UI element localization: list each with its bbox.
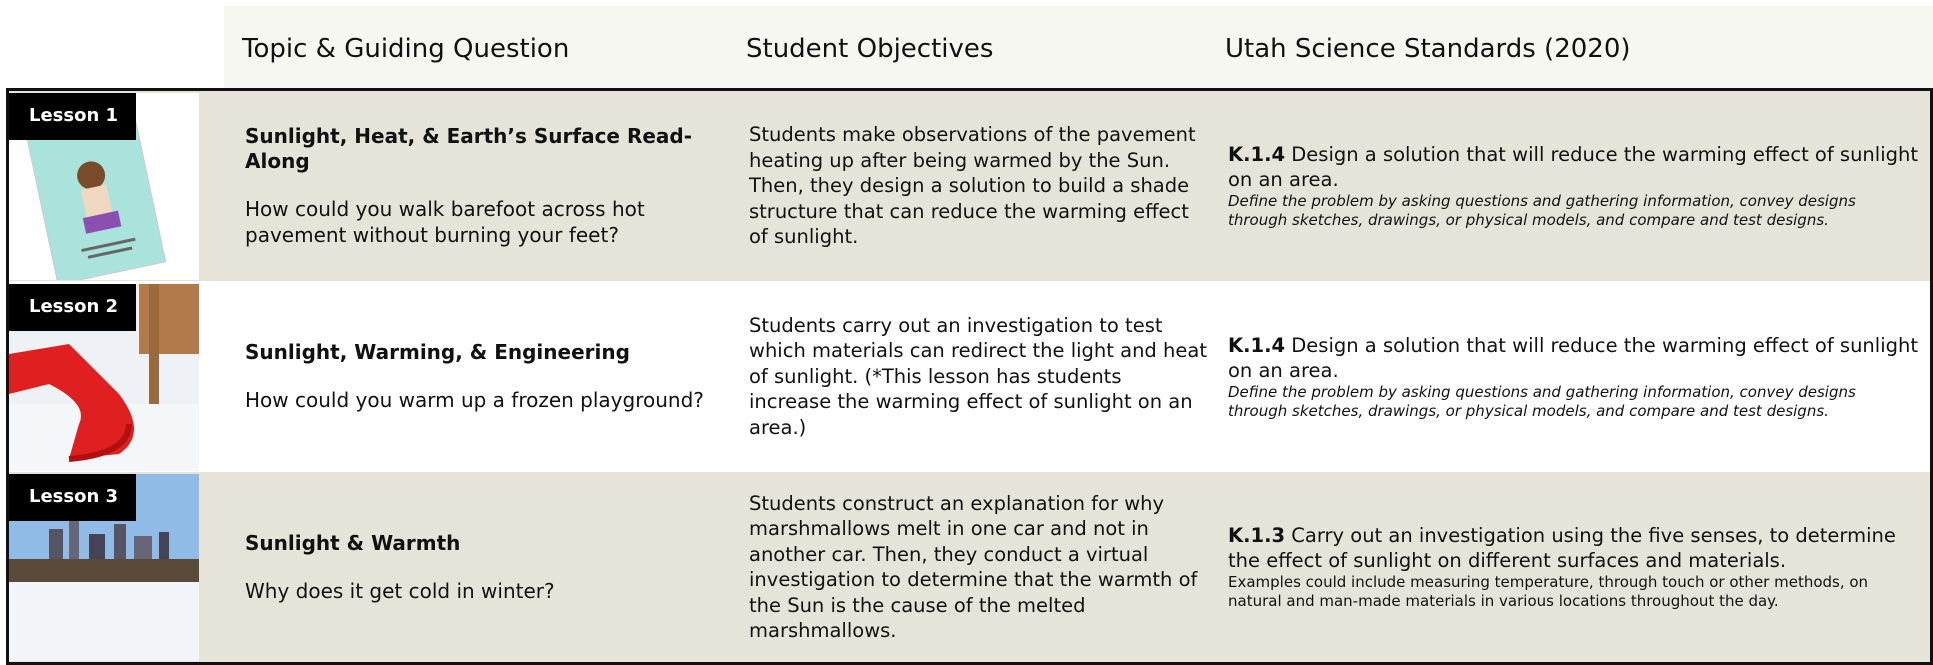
guiding-question: How could you warm up a frozen playgroun… [245, 387, 725, 413]
objective-cell: Students construct an explanation for wh… [749, 472, 1209, 662]
lesson-image: Lesson 3 [9, 474, 199, 661]
column-header: Utah Science Standards (2020) [1225, 34, 1631, 64]
topic-cell: Sunlight, Heat, & Earth’s Surface Read-A… [245, 91, 725, 281]
objective-text: Students carry out an investigation to t… [749, 313, 1209, 441]
lesson-image: Lesson 1 [9, 93, 199, 280]
column-header: Topic & Guiding Question [242, 34, 569, 64]
lesson-row: Lesson 2 Sunlight, Warming, & Engineering… [9, 282, 1930, 472]
standard-note: Examples could include measuring tempera… [1228, 573, 1918, 611]
standard-cell: K.1.3 Carry out an investigation using t… [1228, 472, 1918, 662]
lesson-table: Lesson 1 Sunlight, Heat, & Earth’s Surfac… [6, 88, 1933, 665]
column-header: Student Objectives [746, 34, 993, 64]
topic-title: Sunlight, Heat, & Earth’s Surface Read-A… [245, 124, 725, 174]
page: Topic & Guiding Question Student Objecti… [0, 0, 1933, 665]
topic-title: Sunlight & Warmth [245, 531, 725, 556]
standard-line: K.1.4 Design a solution that will reduce… [1228, 333, 1918, 383]
topic-cell: Sunlight, Warming, & Engineering How coul… [245, 282, 725, 472]
standard-line: K.1.3 Carry out an investigation using t… [1228, 523, 1918, 573]
standard-line: K.1.4 Design a solution that will reduce… [1228, 142, 1918, 192]
topic-cell: Sunlight & Warmth Why does it get cold in… [245, 472, 725, 662]
standard-cell: K.1.4 Design a solution that will reduce… [1228, 282, 1918, 472]
guiding-question: Why does it get cold in winter? [245, 578, 725, 604]
lesson-label: Lesson 3 [9, 474, 136, 521]
standard-code: K.1.4 [1228, 334, 1285, 357]
standard-note: Define the problem by asking questions a… [1228, 192, 1918, 230]
lesson-label: Lesson 1 [9, 93, 136, 140]
lesson-row: Lesson 3 Sunlight & Warmth Why does it get… [9, 472, 1930, 662]
objective-cell: Students make observations of the paveme… [749, 91, 1209, 281]
standard-code: K.1.4 [1228, 143, 1285, 166]
objective-cell: Students carry out an investigation to t… [749, 282, 1209, 472]
lesson-label: Lesson 2 [9, 284, 136, 331]
standard-code: K.1.3 [1228, 524, 1285, 547]
guiding-question: How could you walk barefoot across hot p… [245, 196, 725, 248]
objective-text: Students make observations of the paveme… [749, 122, 1209, 250]
objective-text: Students construct an explanation for wh… [749, 491, 1209, 644]
lesson-image: Lesson 2 [9, 284, 199, 471]
standard-text: Design a solution that will reduce the w… [1228, 143, 1918, 191]
topic-title: Sunlight, Warming, & Engineering [245, 340, 725, 365]
standard-note: Define the problem by asking questions a… [1228, 383, 1918, 421]
header: Topic & Guiding Question Student Objecti… [224, 6, 1933, 89]
lesson-row: Lesson 1 Sunlight, Heat, & Earth’s Surfac… [9, 91, 1930, 281]
standard-cell: K.1.4 Design a solution that will reduce… [1228, 91, 1918, 281]
standard-text: Design a solution that will reduce the w… [1228, 334, 1918, 382]
standard-text: Carry out an investigation using the fiv… [1228, 524, 1896, 572]
